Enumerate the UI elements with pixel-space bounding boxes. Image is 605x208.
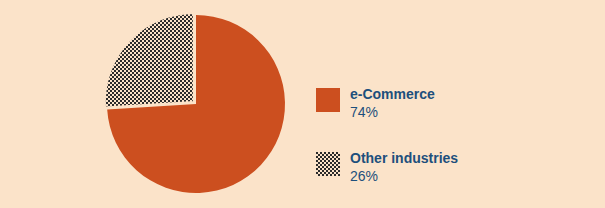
pie-slice [105,13,194,108]
legend-value: 74% [350,104,378,120]
legend-value: 26% [350,168,378,184]
legend-swatch [316,88,340,112]
legend-swatch [316,152,340,176]
legend-label: Other industries [350,150,458,166]
legend-label: e-Commerce [350,86,435,102]
page: {"chart_data": {"type": "pie", "categori… [0,0,605,208]
chart: e-Commerce 74% Other industries 26% [0,0,605,208]
